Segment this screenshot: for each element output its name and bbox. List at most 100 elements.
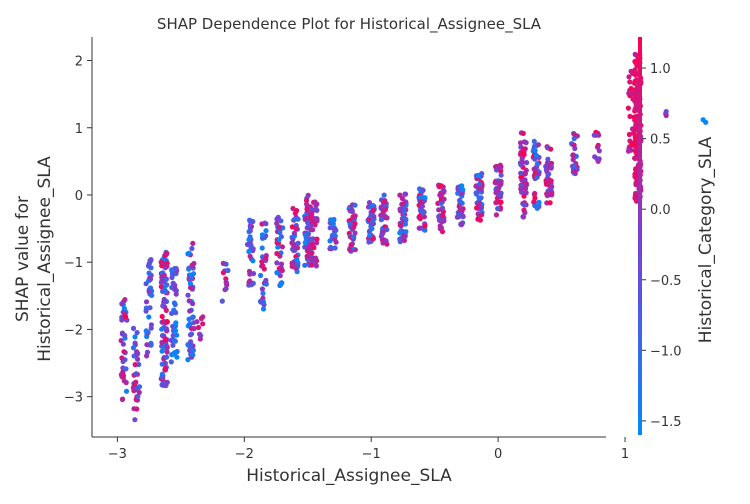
scatter-point xyxy=(520,151,526,157)
scatter-point xyxy=(279,267,285,274)
scatter-point xyxy=(314,201,320,207)
scatter-point xyxy=(274,260,280,266)
scatter-point xyxy=(479,212,485,218)
scatter-point xyxy=(332,245,338,251)
colorbar-gradient xyxy=(638,37,642,435)
scatter-point xyxy=(187,321,193,327)
y-tick-label: −1 xyxy=(64,256,83,271)
scatter-point xyxy=(263,228,269,234)
scatter-point xyxy=(496,180,502,186)
scatter-point xyxy=(312,256,319,263)
scatter-point xyxy=(302,232,308,238)
scatter-point xyxy=(329,217,335,223)
scatter-point xyxy=(160,260,166,266)
scatter-point xyxy=(366,239,372,245)
scatter-point xyxy=(545,156,551,162)
scatter-point xyxy=(143,328,149,334)
scatter-point xyxy=(331,232,337,238)
colorbar-tick-label: 0.5 xyxy=(650,133,671,148)
scatter-point xyxy=(294,257,300,263)
scatter-point xyxy=(520,214,527,220)
scatter-point xyxy=(633,102,639,108)
scatter-point xyxy=(275,244,281,250)
scatter-point xyxy=(276,237,282,243)
scatter-point xyxy=(259,232,265,238)
scatter-point xyxy=(417,216,423,222)
scatter-point xyxy=(304,206,310,212)
colorbar-tick-label: −1.5 xyxy=(650,415,682,430)
scatter-point xyxy=(402,221,408,227)
scatter-point xyxy=(190,314,196,320)
scatter-point xyxy=(521,146,527,152)
scatter-point xyxy=(369,220,375,226)
y-axis-label-line-2: Historical_Assignee_SLA xyxy=(35,156,55,362)
scatter-point xyxy=(290,205,296,212)
scatter-point xyxy=(246,229,252,235)
scatter-point xyxy=(290,260,296,266)
scatter-point xyxy=(632,67,638,73)
scatter-point xyxy=(164,250,170,256)
scatter-point xyxy=(164,349,170,355)
scatter-point xyxy=(496,185,502,191)
scatter-point xyxy=(164,344,170,350)
scatter-point xyxy=(532,195,538,201)
colorbar-tick-label: −1.0 xyxy=(650,344,682,359)
scatter-point xyxy=(224,282,230,288)
scatter-point xyxy=(146,263,152,269)
scatter-point xyxy=(626,74,632,80)
scatter-point xyxy=(197,331,203,337)
scatter-point xyxy=(259,259,265,265)
scatter-point xyxy=(185,251,191,257)
scatter-point xyxy=(123,366,129,372)
scatter-point xyxy=(493,200,499,206)
scatter-point xyxy=(304,253,310,259)
scatter-point xyxy=(309,262,315,268)
scatter-point xyxy=(189,245,195,252)
scatter-point xyxy=(397,222,403,228)
scatter-point xyxy=(521,207,527,213)
scatter-point xyxy=(158,284,164,290)
scatter-point xyxy=(456,214,462,220)
scatter-point xyxy=(419,187,426,193)
scatter-point xyxy=(497,199,504,205)
scatter-point xyxy=(246,237,252,243)
scatter-point xyxy=(276,224,282,230)
scatter-point xyxy=(398,206,404,212)
scatter-point xyxy=(161,272,167,278)
scatter-point xyxy=(495,206,501,212)
scatter-point xyxy=(632,155,638,161)
scatter-point xyxy=(436,217,443,223)
scatter-point xyxy=(440,213,446,219)
scatter-point xyxy=(536,171,542,177)
scatter-point xyxy=(123,314,129,320)
scatter-point xyxy=(190,352,196,358)
scatter-point xyxy=(170,332,176,339)
scatter-point xyxy=(173,320,179,326)
scatter-point xyxy=(402,191,408,197)
scatter-point xyxy=(626,131,633,138)
scatter-point xyxy=(546,171,552,177)
scatter-point xyxy=(194,319,200,325)
scatter-point xyxy=(148,340,154,346)
scatter-point xyxy=(159,374,165,380)
scatter-point xyxy=(130,325,137,331)
scatter-point xyxy=(258,272,264,279)
scatter-point xyxy=(532,190,538,197)
scatter-point xyxy=(220,270,226,276)
scatter-point xyxy=(628,147,634,153)
scatter-point xyxy=(121,349,127,355)
scatter-point xyxy=(161,324,167,331)
scatter-point xyxy=(132,334,138,340)
scatter-point xyxy=(380,209,386,215)
scatter-point xyxy=(523,189,529,195)
chart-title: SHAP Dependence Plot for Historical_Assi… xyxy=(157,15,542,34)
scatter-point xyxy=(160,382,166,388)
scatter-point xyxy=(494,195,500,201)
scatter-point xyxy=(535,142,542,148)
scatter-point xyxy=(632,171,638,177)
scatter-point xyxy=(171,337,177,344)
scatter-point xyxy=(262,220,268,226)
axes xyxy=(91,37,606,438)
scatter-point xyxy=(348,242,354,248)
scatter-point xyxy=(146,288,152,294)
